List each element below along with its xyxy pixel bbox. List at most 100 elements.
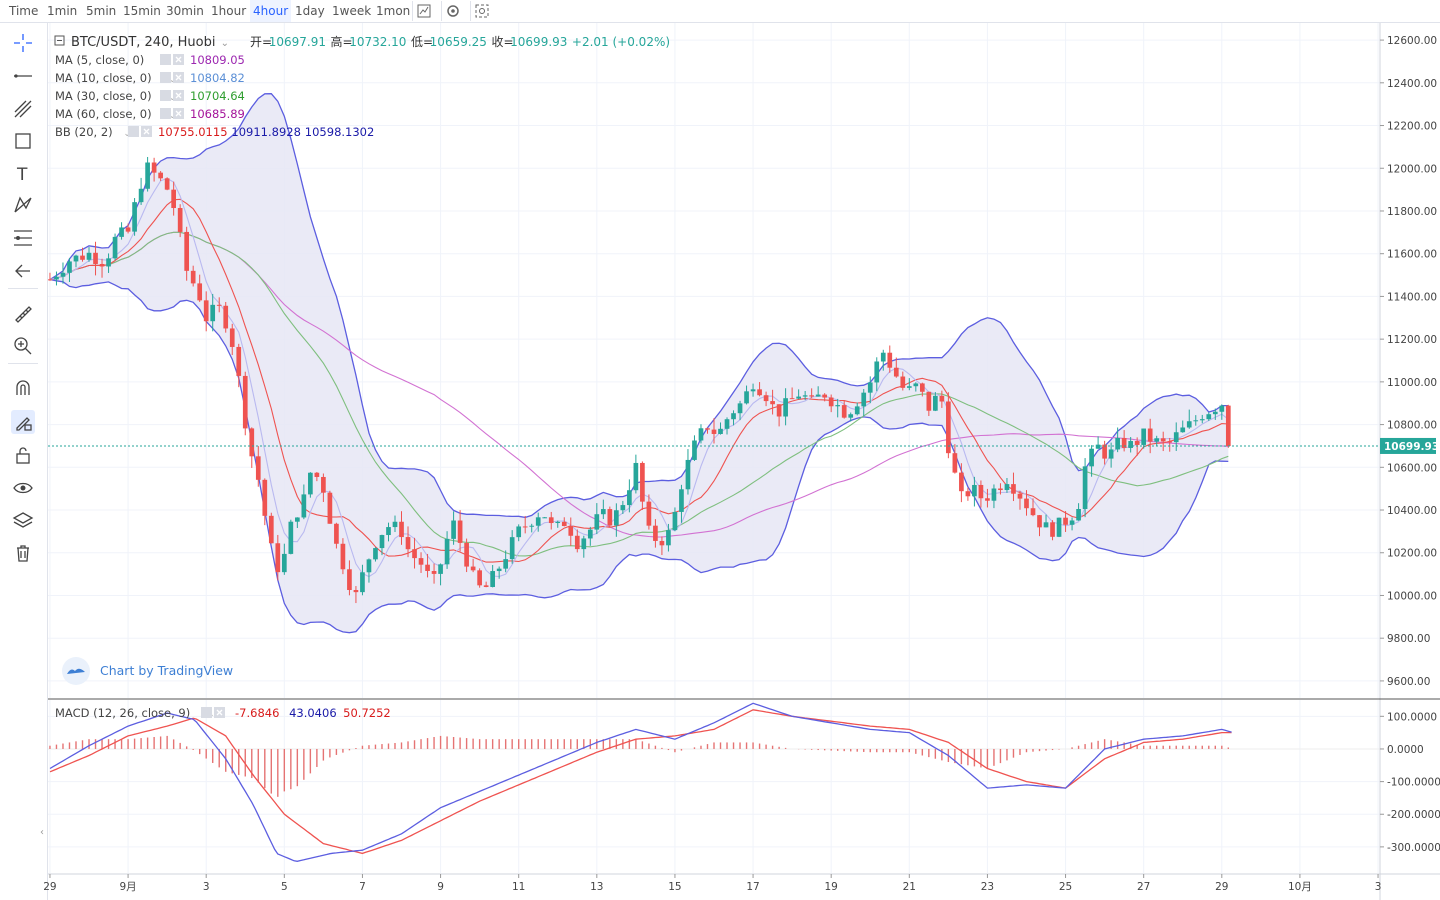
candlestick[interactable]: [653, 519, 658, 548]
candlestick[interactable]: [216, 297, 222, 313]
candlestick[interactable]: [776, 404, 782, 427]
candlestick[interactable]: [334, 522, 339, 549]
candlestick[interactable]: [587, 526, 593, 546]
candlestick[interactable]: [835, 398, 841, 418]
candlestick[interactable]: [939, 390, 945, 408]
candlestick[interactable]: [314, 471, 320, 482]
candlestick[interactable]: [483, 581, 489, 588]
candlestick[interactable]: [1082, 458, 1088, 518]
candlestick[interactable]: [386, 522, 391, 542]
candlestick[interactable]: [744, 385, 749, 405]
candlestick[interactable]: [509, 530, 515, 564]
candlestick[interactable]: [197, 274, 203, 302]
candlestick[interactable]: [1030, 498, 1036, 517]
candlestick[interactable]: [249, 427, 255, 468]
candlestick[interactable]: [783, 388, 788, 426]
candlestick[interactable]: [275, 534, 281, 581]
timeframe-1day[interactable]: 1day: [295, 4, 325, 18]
candlestick[interactable]: [919, 382, 925, 397]
candlestick[interactable]: [477, 568, 482, 588]
candlestick[interactable]: [581, 535, 587, 558]
candlestick[interactable]: [223, 301, 229, 333]
screenshot-icon[interactable]: [470, 1, 491, 21]
candlestick[interactable]: [692, 435, 697, 461]
candlestick[interactable]: [145, 156, 150, 192]
pattern-icon[interactable]: [11, 193, 35, 217]
candlestick[interactable]: [158, 171, 163, 181]
candlestick[interactable]: [685, 449, 691, 495]
candlestick[interactable]: [731, 410, 736, 426]
indicator-menu-icon[interactable]: ⌄: [123, 129, 131, 139]
candlestick[interactable]: [848, 412, 854, 422]
candlestick[interactable]: [457, 510, 463, 552]
candlestick[interactable]: [594, 503, 600, 535]
candlestick[interactable]: [542, 516, 548, 519]
candlestick[interactable]: [281, 543, 287, 575]
candlestick[interactable]: [242, 371, 248, 436]
candlestick[interactable]: [854, 402, 860, 416]
candlestick[interactable]: [627, 479, 632, 513]
candlestick[interactable]: [80, 247, 85, 262]
candlestick[interactable]: [893, 357, 899, 378]
candlestick[interactable]: [1115, 427, 1120, 453]
candlestick[interactable]: [1050, 520, 1055, 541]
settings-icon[interactable]: [128, 126, 139, 137]
candlestick[interactable]: [522, 515, 528, 534]
candlestick[interactable]: [659, 536, 665, 556]
candlestick[interactable]: [392, 515, 398, 533]
candlestick[interactable]: [516, 524, 522, 542]
settings-icon[interactable]: [201, 707, 212, 718]
candlestick[interactable]: [926, 391, 932, 417]
candlestick[interactable]: [138, 177, 144, 205]
candlestick[interactable]: [815, 386, 821, 397]
candlestick[interactable]: [353, 586, 359, 604]
candlestick[interactable]: [1076, 503, 1081, 521]
candlestick[interactable]: [561, 517, 567, 527]
candlestick[interactable]: [906, 378, 912, 391]
indicator-icon[interactable]: [412, 1, 433, 21]
pitchfork-icon[interactable]: [11, 97, 35, 121]
candlestick[interactable]: [490, 564, 495, 588]
collapse-arrow-icon[interactable]: ‹: [40, 827, 44, 838]
candlestick[interactable]: [125, 223, 131, 234]
candlestick[interactable]: [464, 538, 469, 573]
candlestick[interactable]: [555, 520, 561, 528]
candlestick[interactable]: [1017, 490, 1023, 510]
candlestick[interactable]: [887, 345, 893, 373]
candlestick[interactable]: [366, 558, 372, 583]
candlestick[interactable]: [796, 389, 801, 400]
indicator-title[interactable]: MA (10, close, 0): [55, 71, 152, 85]
lock-drawing-icon[interactable]: [11, 410, 35, 434]
candlestick[interactable]: [451, 511, 456, 545]
candlestick[interactable]: [93, 241, 98, 276]
candlestick[interactable]: [1160, 431, 1166, 452]
macd-title[interactable]: MACD (12, 26, close, 9): [55, 706, 190, 720]
candlestick[interactable]: [568, 517, 574, 546]
candlestick[interactable]: [789, 387, 795, 400]
candlestick[interactable]: [1134, 437, 1140, 456]
indicator-title[interactable]: MA (30, close, 0): [55, 89, 152, 103]
candlestick[interactable]: [711, 418, 717, 444]
candlestick[interactable]: [724, 417, 730, 435]
candlestick[interactable]: [998, 483, 1003, 495]
candlestick[interactable]: [347, 560, 352, 596]
candlestick[interactable]: [574, 529, 580, 553]
candlestick[interactable]: [112, 233, 118, 261]
candlestick[interactable]: [164, 177, 170, 191]
candlestick[interactable]: [1199, 414, 1205, 424]
candlestick[interactable]: [54, 271, 59, 286]
candlestick[interactable]: [177, 204, 183, 238]
candlestick[interactable]: [1043, 514, 1049, 528]
candlestick[interactable]: [294, 517, 300, 529]
rectangle-icon[interactable]: [11, 129, 35, 153]
candlestick[interactable]: [535, 512, 541, 532]
candlestick[interactable]: [972, 476, 977, 507]
candlestick[interactable]: [809, 388, 814, 399]
candlestick[interactable]: [1206, 412, 1212, 421]
candlestick[interactable]: [900, 371, 906, 391]
candlestick[interactable]: [340, 538, 346, 575]
timeframe-1hour[interactable]: 1hour: [211, 4, 247, 18]
candlestick[interactable]: [1128, 437, 1134, 453]
candlestick[interactable]: [132, 198, 137, 236]
settings-icon[interactable]: [160, 54, 171, 65]
